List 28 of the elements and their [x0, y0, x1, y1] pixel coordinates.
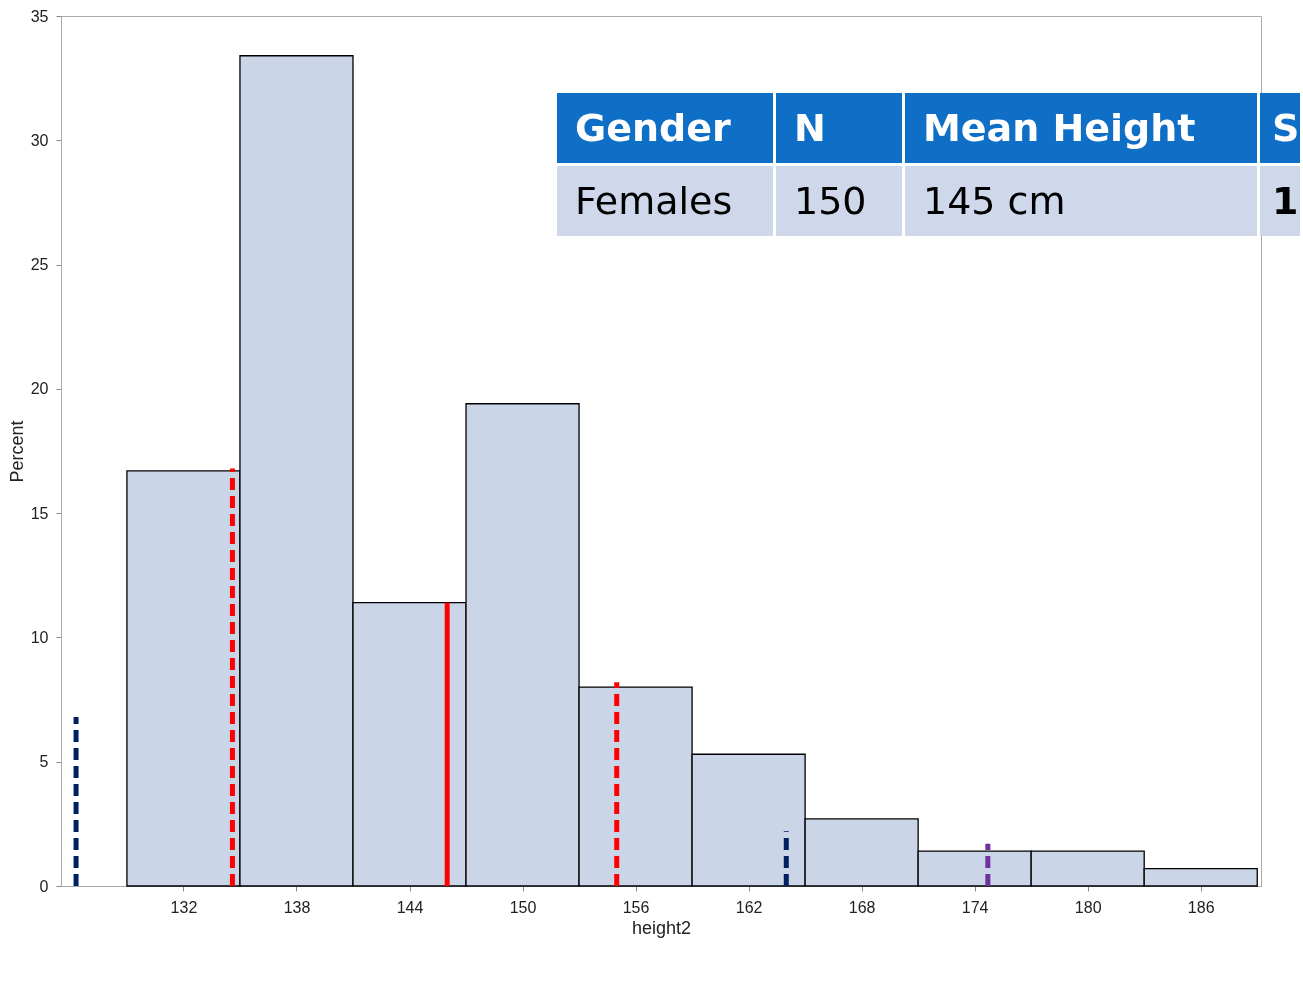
y-tick-label: 15 — [30, 504, 49, 522]
y-tick-label: 30 — [30, 131, 49, 149]
annotation: Gender — [557, 93, 773, 163]
text: 1 — [1272, 179, 1299, 223]
x-tick-label: 174 — [961, 898, 989, 916]
x-tick-label: 156 — [622, 898, 650, 916]
x-tick-label: 144 — [396, 898, 424, 916]
x-tick-label: 168 — [848, 898, 876, 916]
y-tick-label: 0 — [39, 877, 49, 895]
x-tick-label: 150 — [509, 898, 537, 916]
annotation: N — [776, 93, 902, 163]
y-tick-label: 20 — [30, 380, 49, 398]
annotation: Mean Height — [905, 93, 1257, 163]
x-tick-label: 138 — [283, 898, 311, 916]
y-axis-title: Percent — [6, 420, 27, 483]
x-tick-label: 162 — [735, 898, 763, 916]
annotation: Females — [557, 166, 773, 236]
x-tick-label: 180 — [1074, 898, 1102, 916]
y-tick-label: 5 — [39, 753, 49, 771]
y-tick-label: 10 — [30, 628, 49, 646]
x-tick-label: 186 — [1187, 898, 1215, 916]
annotation: 145 cm — [905, 166, 1257, 236]
x-tick-label: 132 — [170, 898, 198, 916]
x-axis-title: height2 — [631, 917, 692, 938]
text: S — [1272, 106, 1300, 150]
annotation: 150 — [776, 166, 902, 236]
y-tick-label: 25 — [30, 256, 49, 274]
y-tick-label: 35 — [30, 7, 49, 25]
